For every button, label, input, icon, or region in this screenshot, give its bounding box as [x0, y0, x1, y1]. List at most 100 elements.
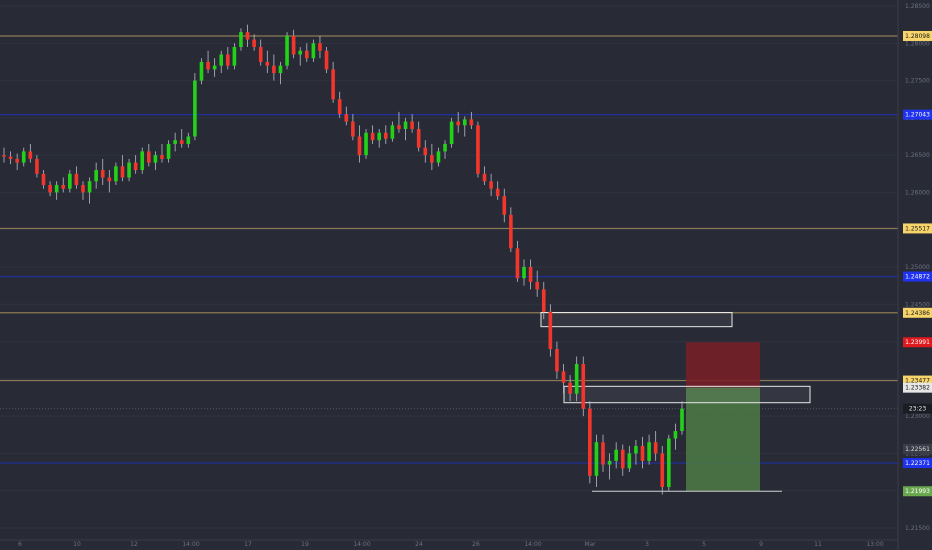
candle-body: [416, 129, 421, 148]
candle-body: [430, 155, 434, 163]
candle-body: [469, 119, 474, 126]
y-tick-label: 1.24500: [905, 301, 930, 308]
x-tick-label: 14:00: [524, 541, 541, 548]
y-tick-label: 1.26000: [905, 189, 930, 196]
candle-body: [252, 39, 256, 48]
x-tick-label: Mar: [584, 541, 596, 548]
candle-body: [476, 125, 480, 174]
x-tick-label: 14:00: [182, 541, 199, 548]
short-position-tool[interactable]: [592, 342, 782, 492]
candle-body: [509, 214, 513, 249]
candle-body: [140, 151, 145, 171]
candle-body: [390, 125, 395, 139]
candle-body: [120, 166, 125, 178]
candle-body: [588, 408, 592, 476]
x-tick-label: 13:00: [866, 541, 883, 548]
candle-body: [462, 119, 467, 126]
candle-body: [535, 281, 539, 290]
candle-body: [370, 132, 375, 141]
y-tick-label: 1.27500: [905, 78, 930, 85]
candle-body: [232, 47, 237, 66]
candle-body: [147, 151, 151, 163]
candle-body: [364, 132, 368, 156]
candle-body: [265, 61, 270, 66]
candle-body: [100, 170, 105, 178]
y-tick-label: 1.21500: [905, 525, 930, 532]
candle-body: [522, 267, 526, 279]
price-tag-label: 1.24872: [905, 274, 930, 281]
candle-body: [574, 363, 579, 394]
price-tag: [903, 109, 932, 120]
candle-body: [166, 143, 171, 159]
price-tag: [903, 30, 932, 41]
take-profit-zone[interactable]: [686, 387, 760, 492]
candle-body: [8, 156, 13, 159]
price-tag: [903, 486, 932, 497]
candle-body: [489, 181, 493, 189]
candle-body: [482, 173, 487, 182]
y-tick-label: 1.26500: [905, 152, 930, 159]
candle-body: [324, 50, 329, 70]
candle-body: [383, 132, 388, 139]
price-tag-label: 1.28098: [905, 33, 930, 40]
candle-body: [94, 170, 98, 182]
candle-body: [186, 136, 191, 144]
price-tag: [903, 375, 932, 386]
price-tag-label: 1.23991: [905, 339, 930, 346]
price-tag-label: 23:23: [909, 406, 926, 413]
candle-body: [41, 173, 46, 185]
price-tag-label: 1.24386: [905, 310, 930, 317]
x-tick-label: 11: [814, 541, 822, 548]
candle-body: [61, 184, 66, 189]
candle-body: [667, 438, 671, 487]
stop-loss-zone[interactable]: [686, 342, 760, 388]
candle-body: [48, 184, 52, 193]
candle-body: [206, 61, 210, 70]
candle-body: [541, 289, 546, 312]
candle-body: [640, 445, 645, 461]
candle-body: [87, 181, 92, 193]
candle-body: [81, 184, 85, 193]
candle-body: [397, 125, 401, 130]
price-tag-label: 1.23477: [905, 378, 930, 385]
price-tag-label: 1.23382: [905, 385, 930, 392]
candle-body: [344, 114, 349, 122]
x-tick-label: 3: [645, 541, 649, 548]
price-tag: [903, 337, 932, 348]
candle-body: [614, 449, 618, 461]
candle-body: [443, 143, 447, 152]
price-tags: 1.28098 1.27043 1.25517 1.24872 1.24386 1.234…: [903, 30, 932, 497]
candle-body: [601, 442, 605, 465]
price-tag: [903, 223, 932, 234]
candle-body: [68, 173, 72, 189]
price-tag: [903, 307, 932, 318]
candle-body: [107, 177, 112, 182]
candle-body: [35, 158, 39, 174]
candle-body: [272, 65, 276, 74]
supply-zones[interactable]: [540, 311, 811, 404]
y-tick-label: 1.23000: [905, 413, 930, 420]
zone-rectangle[interactable]: [540, 311, 733, 328]
time-axis[interactable]: 6 10 12 14:00 17 19 14:00 24 26 14:00 Mar 3 5 9 11 13:0…: [18, 541, 884, 548]
zone-rectangle[interactable]: [563, 385, 811, 404]
x-tick-label: 5: [702, 541, 706, 548]
candle-body: [653, 442, 658, 454]
candle-body: [581, 363, 586, 409]
candle-body: [239, 32, 243, 48]
candle-body: [298, 50, 303, 55]
price-tag: [903, 271, 932, 282]
price-tag-label: 1.27043: [905, 112, 930, 119]
candle-body: [245, 32, 250, 40]
candle-body: [173, 140, 177, 144]
candle-body: [285, 35, 289, 66]
price-tag-label: 1.22561: [905, 446, 930, 453]
x-tick-label: 12: [130, 541, 138, 548]
candle-body: [74, 173, 79, 185]
y-tick-label: 1.25000: [905, 264, 930, 271]
candle-body: [212, 65, 217, 70]
x-tick-label: 10: [73, 541, 81, 548]
candle-body: [620, 449, 625, 469]
candle-body: [357, 136, 362, 156]
